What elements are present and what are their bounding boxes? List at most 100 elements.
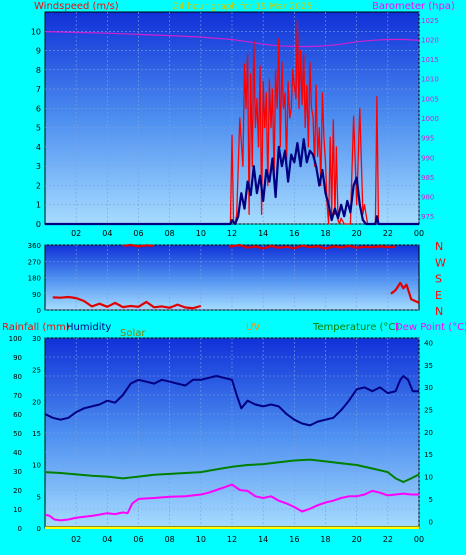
time-tick-label: 04 [102, 535, 112, 544]
direction-series [52, 243, 420, 310]
windspeed-tick-label: 1 [36, 201, 41, 210]
temperature-tick-label: 30 [424, 384, 433, 392]
temperature-tick-label: 15 [424, 451, 433, 459]
windspeed-tick-label: 4 [36, 143, 41, 152]
windspeed-line [45, 138, 419, 226]
barometer-tick-label: 975 [421, 213, 434, 221]
rain-tick-label: 10 [32, 462, 41, 470]
temperature-humidity-panel: 0102030405060708090100051015202530051015… [2, 322, 466, 544]
humidity-tick-label: 40 [13, 449, 22, 457]
time-tick-label: 14 [258, 229, 268, 238]
time-tick-label: 16 [289, 229, 299, 238]
time-tick-label: 22 [383, 535, 393, 544]
compass-label: E [435, 289, 442, 302]
time-tick-label: 10 [196, 229, 206, 238]
barometer-tick-label: 985 [421, 174, 434, 182]
windspeed-tick-label: 8 [36, 66, 41, 75]
compass-label: N [435, 305, 443, 318]
windspeed-tick-label: 6 [36, 104, 41, 113]
time-tick-label: 20 [352, 535, 362, 544]
wind-direction-panel: 0 N 90 E 180 S 270 W 360 N [28, 240, 446, 318]
humidity-tick-label: 10 [13, 506, 22, 514]
barometer-tick-label: 980 [421, 194, 434, 202]
temperature-line [44, 458, 420, 483]
barometer-tick-label: 990 [421, 154, 434, 162]
humidity-tick-label: 80 [13, 373, 22, 381]
humidity-tick-label: 30 [13, 468, 22, 476]
rain-tick-label: 0 [37, 525, 41, 533]
barometer-tick-label: 1020 [421, 36, 439, 44]
windspeed-tick-label: 3 [36, 162, 41, 171]
time-tick-label: 02 [71, 535, 81, 544]
windspeed-tick-label: 0 [36, 220, 41, 229]
rainfall-axis-title: Rainfall (mm) [2, 322, 70, 333]
time-tick-label: 06 [133, 229, 143, 238]
barometer-axis-title: Barometer (hpa) [372, 1, 455, 12]
windspeed-tick-label: 2 [36, 181, 41, 190]
humidity-tick-label: 20 [13, 487, 22, 495]
time-tick-label: 00 [414, 229, 424, 238]
dew-point-line [44, 483, 419, 522]
rain-tick-label: 25 [32, 367, 41, 375]
time-tick-label: 14 [258, 535, 268, 544]
graph-title: 24 hour graph for 19 Mar 2025 [173, 2, 312, 12]
humidity-tick-label: 0 [18, 525, 22, 533]
windspeed-axis-title: Windspeed (m/s) [34, 1, 119, 12]
direction-axes: 0 N 90 E 180 S 270 W 360 N [28, 240, 446, 318]
compass-label: N [435, 240, 443, 253]
time-tick-label: 22 [383, 229, 393, 238]
direction-tick-label: 360 [28, 242, 41, 250]
direction-line [52, 295, 202, 310]
direction-tick-label: 180 [28, 275, 41, 283]
time-tick-label: 12 [227, 229, 237, 238]
windspeed-tick-label: 7 [36, 85, 41, 94]
time-tick-label: 08 [165, 535, 175, 544]
barometer-tick-label: 995 [421, 135, 434, 143]
temperature-tick-label: 40 [424, 339, 433, 347]
time-tick-label: 10 [196, 535, 206, 544]
wind-axes: 0123456789109759809859909951000100510101… [31, 17, 439, 238]
time-tick-label: 20 [352, 229, 362, 238]
humidity-tick-label: 100 [9, 335, 22, 343]
time-tick-label: 08 [165, 229, 175, 238]
windspeed-tick-label: 10 [31, 27, 41, 36]
rain-tick-label: 5 [37, 493, 41, 501]
direction-grid [45, 244, 419, 311]
windspeed-tick-label: 5 [36, 124, 41, 133]
direction-line [228, 243, 396, 250]
rain-tick-label: 20 [32, 398, 41, 406]
dewpoint-axis-title: Dew Point (°C) [395, 322, 466, 333]
temperature-axes: 0102030405060708090100051015202530051015… [9, 335, 433, 544]
humidity-axis-title: Humidity [66, 322, 111, 333]
direction-tick-label: 270 [28, 258, 41, 266]
temperature-tick-label: 10 [424, 474, 433, 482]
time-tick-label: 12 [227, 535, 237, 544]
direction-tick-label: 90 [32, 291, 41, 299]
wind-barometer-panel: 0123456789109759809859909951000100510101… [31, 1, 455, 238]
time-tick-label: 18 [320, 229, 330, 238]
time-tick-label: 16 [289, 535, 299, 544]
temperature-tick-label: 5 [429, 496, 433, 504]
temperature-tick-label: 0 [429, 518, 433, 526]
solar-legend-label: Solar [120, 328, 146, 339]
barometer-tick-label: 1005 [421, 95, 439, 103]
temperature-tick-label: 25 [424, 407, 433, 415]
humidity-tick-label: 90 [13, 354, 22, 362]
barometer-tick-label: 1025 [421, 17, 439, 25]
compass-label: S [435, 273, 442, 286]
time-tick-label: 02 [71, 229, 81, 238]
rain-tick-label: 30 [32, 335, 41, 343]
temperature-tick-label: 20 [424, 429, 433, 437]
time-tick-label: 06 [133, 535, 143, 544]
direction-line [390, 281, 420, 304]
time-tick-label: 18 [320, 535, 330, 544]
time-tick-label: 04 [102, 229, 112, 238]
barometer-tick-label: 1015 [421, 56, 439, 64]
barometer-tick-label: 1010 [421, 76, 439, 84]
rain-tick-label: 15 [32, 430, 41, 438]
barometer-tick-label: 1000 [421, 115, 439, 123]
wind-series [44, 19, 420, 226]
direction-tick-label: 0 [37, 307, 41, 315]
humidity-tick-label: 50 [13, 430, 22, 438]
